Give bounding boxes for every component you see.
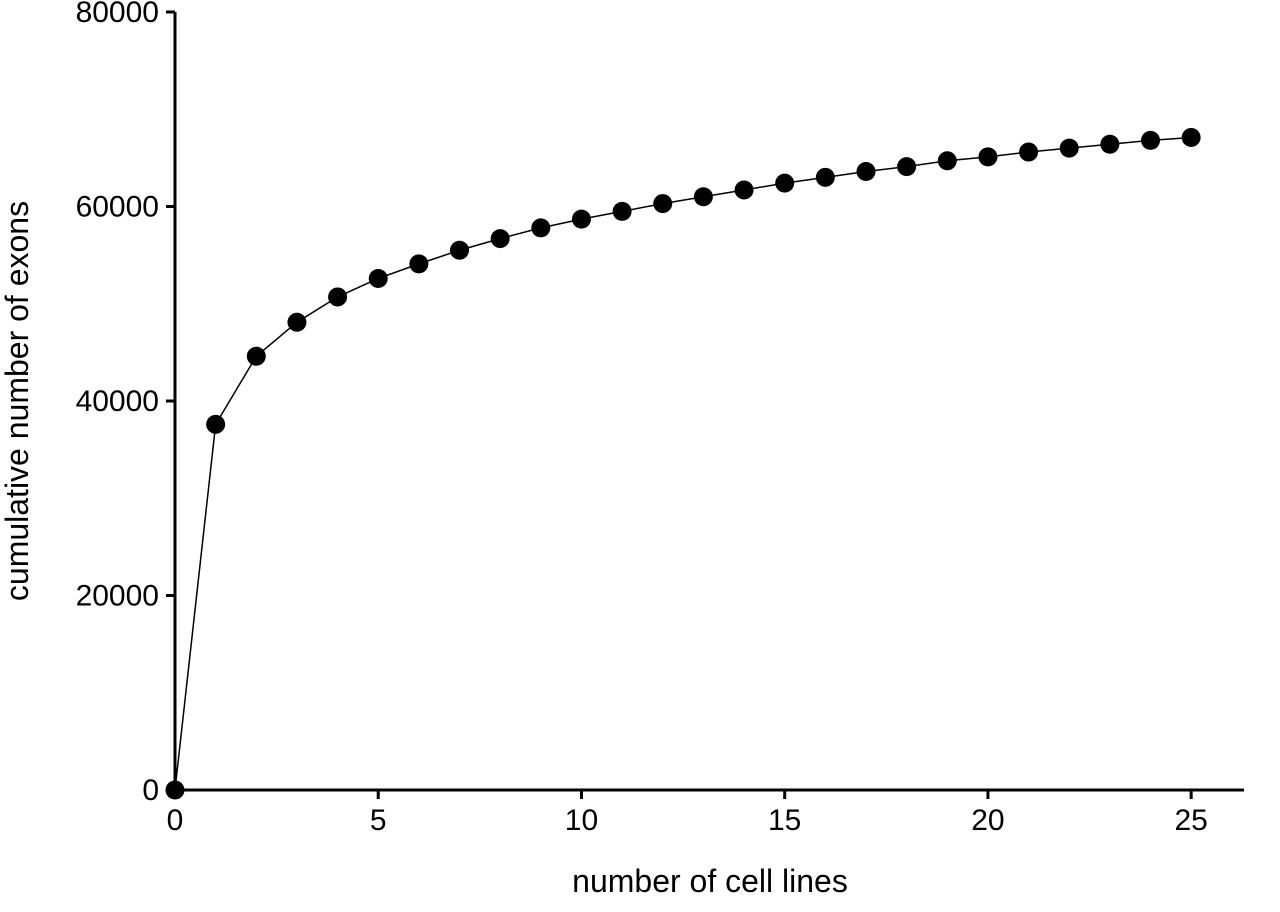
- data-point-marker: [937, 151, 957, 171]
- y-tick-label: 0: [142, 774, 159, 807]
- x-tick-label: 5: [370, 804, 387, 837]
- data-point-marker: [775, 173, 795, 193]
- y-tick-label: 20000: [76, 580, 159, 613]
- data-point-marker: [409, 254, 429, 274]
- data-point-marker: [1100, 134, 1120, 154]
- data-point-marker: [1019, 142, 1039, 162]
- x-tick-label: 0: [167, 804, 184, 837]
- x-axis-label: number of cell lines: [572, 863, 848, 899]
- data-point-marker: [287, 312, 307, 332]
- y-tick-label: 40000: [76, 385, 159, 418]
- y-tick-label: 60000: [76, 191, 159, 224]
- data-point-marker: [856, 161, 876, 181]
- data-point-marker: [246, 346, 266, 366]
- x-tick-label: 15: [768, 804, 801, 837]
- data-point-marker: [1141, 130, 1161, 150]
- data-point-marker: [653, 194, 673, 214]
- data-point-marker: [1059, 138, 1079, 158]
- y-axis-label: cumulative number of exons: [0, 201, 35, 601]
- data-point-marker: [490, 229, 510, 249]
- data-point-marker: [978, 147, 998, 167]
- data-point-marker: [1181, 127, 1201, 147]
- data-point-marker: [328, 287, 348, 307]
- x-tick-label: 20: [971, 804, 1004, 837]
- data-point-marker: [531, 218, 551, 238]
- data-point-marker: [734, 180, 754, 200]
- data-point-marker: [368, 268, 388, 288]
- data-point-marker: [571, 209, 591, 229]
- plot-layer: 0 5 10 15 20 25 0 20000 40000 60000 80000: [76, 0, 1244, 837]
- data-point-marker: [612, 201, 632, 221]
- data-point-marker: [206, 414, 226, 434]
- x-tick-label: 10: [565, 804, 598, 837]
- data-point-marker: [897, 157, 917, 177]
- data-point-marker: [165, 780, 185, 800]
- data-point-marker: [693, 187, 713, 207]
- data-point-marker: [450, 240, 470, 260]
- x-tick-label: 25: [1174, 804, 1207, 837]
- y-tick-label: 80000: [76, 0, 159, 29]
- data-point-marker: [815, 167, 835, 187]
- data-series-line: [174, 136, 1192, 791]
